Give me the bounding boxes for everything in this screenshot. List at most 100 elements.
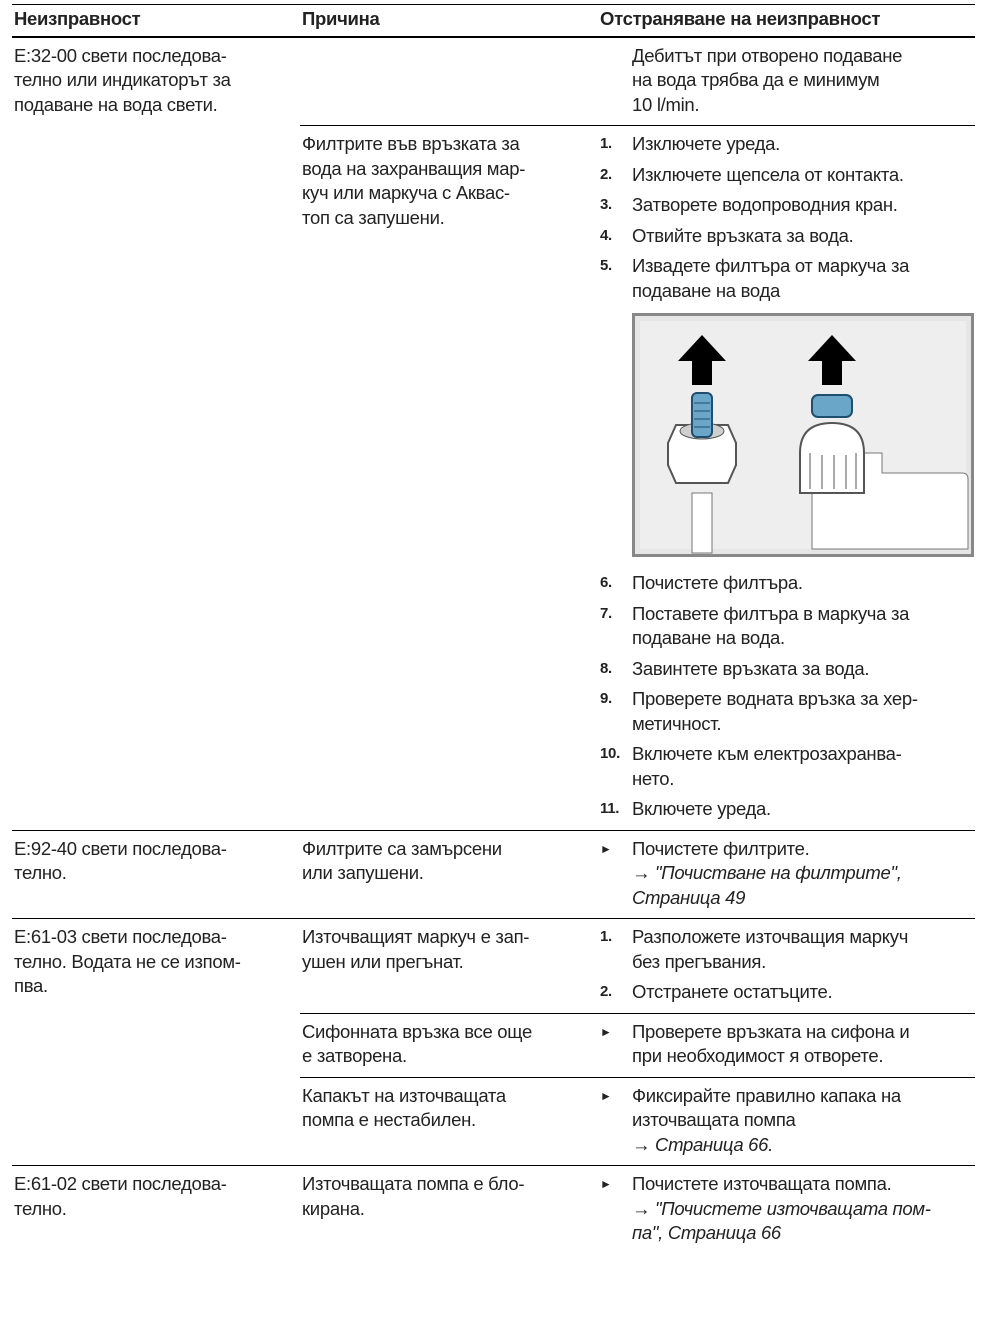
remedy-item: 6. Почистете филтъра. [600,571,975,596]
bullet: ► [600,841,612,856]
remedy-item: 5. Извадете филтъра от маркуча за подаване… [600,254,975,303]
step-text: Почистете филтрите. → "Почистване на филт… [632,837,902,911]
remedy-item: ► Проверете връзката на сифона и при необх… [600,1020,975,1069]
step-text: Проверете водната връзка за хер-метичнос… [632,687,918,736]
text-line: Отвийте връзката за вода. [632,224,854,246]
step-number: 4. [600,226,612,244]
table-row: Филтрите във връзката за вода на захранва… [12,125,975,830]
text-line: нето. [632,767,675,789]
step-text: Проверете връзката на сифона и при необхо… [632,1020,910,1069]
text-line: Разположете източващия маркуч [632,926,909,947]
text-line: Фиксирайте правилно капака на [632,1084,901,1106]
cause-cell: Филтрите във връзката за вода на захранва… [300,125,598,830]
cause-cell: Сифонната връзка все още е затворена. [300,1012,598,1077]
remedy-item: 1. Изключете уреда. [600,132,975,157]
remedy-item: 2. Изключете щепсела от контакта. [600,163,975,188]
text-line: Филтрите са замърсени [302,837,502,859]
troubleshooting-table: Неизправност Причина Отстраняване на неи… [12,4,975,1254]
text-line: E:61-03 свети последова- [14,926,227,947]
text-line: куч или маркуча с Аквас- [302,182,510,203]
step-text: Почистете източващата помпа. → "Почистете… [632,1172,931,1246]
table-row: Сифонната връзка все още е затворена. ► Про… [12,1012,975,1077]
remedy-cell: ► Проверете връзката на сифона и при необх… [598,1012,975,1077]
step-number: 3. [600,196,612,213]
remedy-item: 7. Поставете филтъра в маркуча за подаване… [600,602,975,651]
remedy-item: 11. Включете уреда. [600,797,975,822]
text-line: Проверете връзката на сифона и [632,1020,910,1042]
text-line: → Страница 66. [632,1133,773,1155]
fault-cell: E:32-00 свети последова-телно или индика… [12,36,300,830]
text-line: на вода трябва да е минимум [632,69,880,90]
remedy-cell: 1. Разположете източващия маркуч без прегъ… [598,918,975,1013]
text-line: Филтрите във връзката за [302,133,520,154]
step-text: Поставете филтъра в маркуча за подаване н… [632,602,909,651]
text-line: телно. [14,862,67,883]
text-line: Сифонната връзка все още [302,1020,532,1042]
text-line: източващата помпа [632,1109,796,1130]
header-row: Неизправност Причина Отстраняване на неи… [12,4,975,38]
text-line: Капакът на източващата [302,1084,506,1106]
text-line: E:92-40 свети последова- [14,837,227,859]
remedy-item: 9. Проверете водната връзка за хер-метичн… [600,687,975,736]
text-line: при необходимост я отворете. [632,1045,884,1066]
remedy-item: ► Фиксирайте правилно капака на източващат… [600,1084,975,1158]
step-number: 1. [600,928,612,945]
text-line: Отстранете остатъците. [632,981,833,1002]
text-line: E:32-00 свети последова- [14,44,227,66]
table-row: E:92-40 свети последова-телно. Филтрите с… [12,829,975,919]
step-number: 11. [600,800,620,817]
step-text: Фиксирайте правилно капака на източващата… [632,1084,901,1158]
text-line: метичност. [632,712,722,734]
step-text: Изключете щепсела от контакта. [632,163,904,188]
step-text: Затворете водопроводния кран. [632,193,898,218]
text-line: Дебитът при отворено подаване [632,44,903,66]
text-line: Проверете водната връзка за хер- [632,688,918,709]
text-line: Страница 49 [632,886,746,908]
text-line: → "Почистване на филтрите", [632,862,902,883]
text-line: па", Страница 66 [632,1222,781,1243]
remedy-cell: ► Почистете източващата помпа. → "Почистет… [598,1165,975,1254]
remedy-item: 2. Отстранете остатъците. [600,980,975,1005]
text-line: кирана. [302,1197,365,1219]
step-text: Почистете филтъра. [632,571,803,596]
text-line: телно. Водата не се изпом- [14,950,241,972]
table-row: Капакът на източващата помпа е нестабилен… [12,1076,975,1166]
text-line: ушен или прегънат. [302,950,464,972]
text-line: Включете към електрозахранва- [632,743,902,764]
fault-cell: E:61-03 свети последова-телно. Водата не… [12,918,300,1166]
text-line: Поставете филтъра в маркуча за [632,602,910,624]
text-line: Източващата помпа е бло- [302,1173,525,1194]
remedy-item: 3. Затворете водопроводния кран. [600,193,975,218]
step-text: Отвийте връзката за вода. [632,224,854,249]
text-line: Завинтете връзката за вода. [632,657,870,679]
text-line: Изключете щепсела от контакта. [632,163,904,185]
cause-cell: Филтрите са замърсени или запушени. [300,829,598,919]
remedy-item: 1. Разположете източващия маркуч без прегъ… [600,925,975,974]
text-line: Затворете водопроводния кран. [632,194,898,215]
text-line: е затворена. [302,1045,407,1066]
text-line: Почистете филтрите. [632,837,810,859]
text-line: Изключете уреда. [632,133,780,154]
step-number: 1. [600,135,612,152]
text-line: Включете уреда. [632,798,771,819]
header-cell: Неизправност [12,4,300,38]
header-cell: Причина [300,4,598,38]
step-number: 9. [600,690,612,707]
remedy-cell: Дебитът при отворено подаване на вода тря… [598,36,975,126]
step-text: Включете към електрозахранва-нето. [632,742,902,791]
text-line: Извадете филтъра от маркуча за [632,255,910,276]
step-text: Включете уреда. [632,797,771,822]
text-line: телно. [14,1197,67,1219]
fault-cell: E:92-40 свети последова-телно. [12,829,300,919]
step-text: Завинтете връзката за вода. [632,657,870,682]
step-text: Извадете филтъра от маркуча за подаване н… [632,254,909,303]
text-line: помпа е нестабилен. [302,1109,476,1130]
step-number: 10. [600,745,620,762]
remedy-cell: ► Фиксирайте правилно капака на източващат… [598,1076,975,1166]
step-text: Дебитът при отворено подаване на вода тря… [632,44,902,118]
text-line: без прегъвания. [632,950,766,972]
text-line: Почистете филтъра. [632,572,803,593]
step-text: Разположете източващия маркуч без прегъва… [632,925,908,974]
step-number: 2. [600,165,612,183]
